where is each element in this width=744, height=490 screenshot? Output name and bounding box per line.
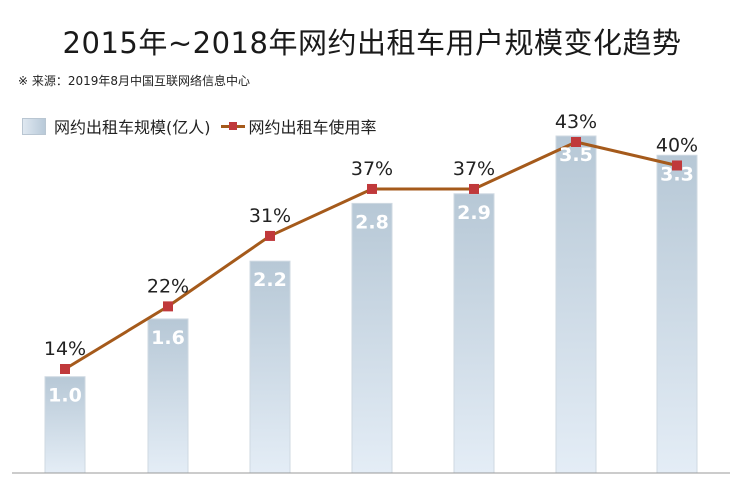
source-note: ※ 来源：2019年8月中国互联网络信息中心 [18,74,251,88]
bar [656,154,698,474]
bar-value-label: 2.2 [253,269,287,291]
bar-value-label: 2.8 [355,211,389,233]
line-point [367,183,377,194]
bar-value-label: 3.3 [660,163,694,185]
bar-value-label: 2.9 [457,202,491,224]
line-point [469,183,479,194]
line-point [60,364,70,374]
line-value-label: 40% [656,134,698,156]
legend-bar-swatch [22,117,46,135]
line-point [571,137,581,147]
legend-bar-label: 网约出租车规模(亿人) [54,118,211,137]
line-value-label: 22% [147,275,189,297]
bar-value-label: 3.5 [559,144,593,166]
bar [555,135,597,474]
legend-line-label: 网约出租车使用率 [248,118,377,137]
line-point [672,160,682,171]
bar [44,376,86,474]
bar [351,202,393,474]
bar [453,193,495,474]
line-value-label: 31% [249,205,291,227]
line-value-label: 43% [555,111,597,133]
line-point [163,301,173,312]
bar [249,260,291,474]
bar-value-label: 1.6 [151,327,185,349]
line-point [265,230,275,241]
legend-line-swatch [220,118,245,134]
line-value-label: 37% [453,158,495,180]
line-value-label: 37% [351,158,393,180]
legend: 网约出租车规模(亿人) 网约出租车使用率 [22,115,377,137]
bar-value-label: 1.0 [48,385,82,407]
chart-title: 2015年~2018年网约出租车用户规模变化趋势 [62,26,682,60]
line-value-label: 14% [44,338,86,360]
